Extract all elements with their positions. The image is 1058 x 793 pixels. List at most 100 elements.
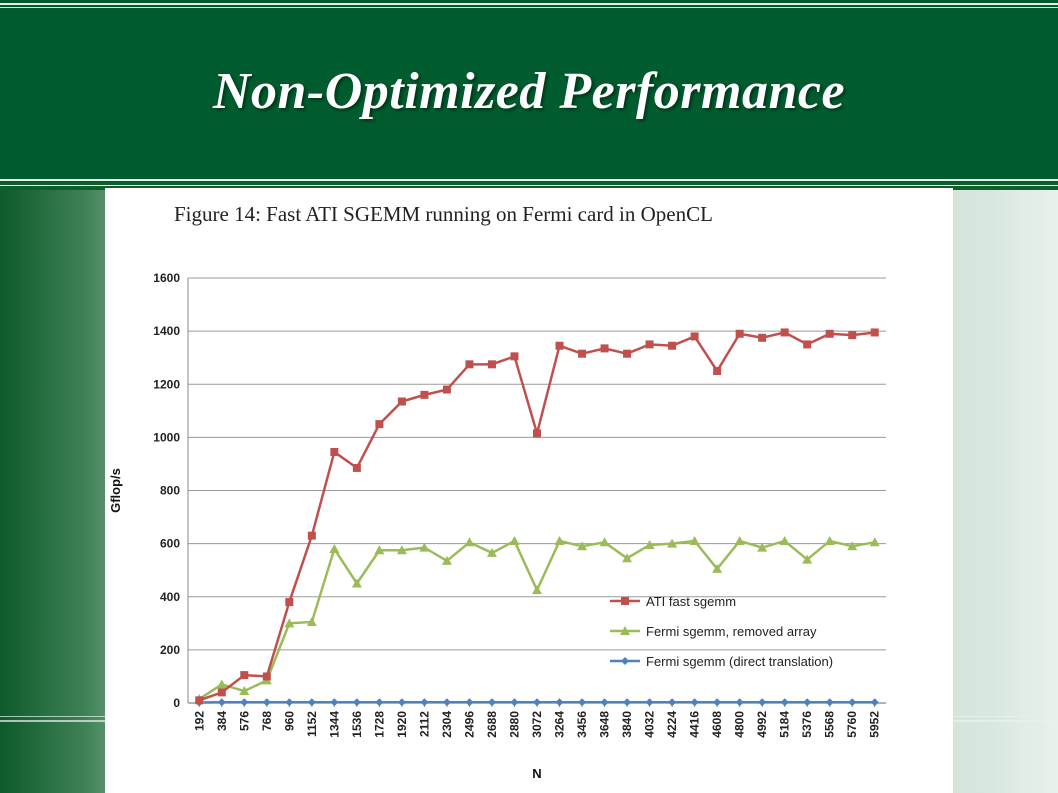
x-tick-label: 2880 — [507, 711, 521, 738]
x-tick-label: 960 — [282, 711, 296, 731]
data-point — [509, 535, 520, 545]
legend-entry: Fermi sgemm, removed array — [646, 624, 817, 639]
data-point — [847, 541, 858, 551]
data-point — [396, 545, 407, 555]
figure-card: Figure 14: Fast ATI SGEMM running on Fer… — [105, 188, 953, 793]
data-point — [510, 352, 519, 361]
y-tick-label: 0 — [173, 696, 180, 710]
data-point — [217, 698, 226, 707]
data-point — [465, 360, 474, 369]
y-tick-label: 1200 — [153, 377, 180, 391]
data-point — [533, 429, 541, 438]
y-tick-label: 600 — [160, 537, 180, 551]
data-point — [330, 447, 339, 456]
data-point — [644, 539, 655, 549]
x-tick-label: 2688 — [485, 711, 499, 738]
data-point — [284, 618, 295, 628]
data-point — [780, 698, 789, 707]
data-point — [848, 331, 857, 340]
x-axis-label: N — [532, 766, 541, 781]
data-point — [757, 542, 768, 552]
figure-caption: Figure 14: Fast ATI SGEMM running on Fer… — [174, 202, 713, 226]
y-tick-label: 200 — [160, 643, 180, 657]
data-point — [600, 698, 609, 707]
x-tick-label: 5760 — [845, 711, 859, 738]
x-tick-label: 1152 — [305, 711, 319, 737]
data-point — [869, 537, 880, 547]
data-point — [690, 698, 699, 707]
series-line — [198, 539, 875, 701]
x-tick-label: 1728 — [372, 711, 386, 738]
data-point — [735, 698, 744, 707]
data-point — [306, 616, 317, 626]
data-point — [668, 698, 677, 707]
x-tick-label: 4416 — [688, 711, 702, 738]
data-point — [825, 329, 834, 338]
data-point — [735, 329, 744, 338]
data-point — [599, 537, 610, 547]
data-point — [623, 698, 632, 707]
x-tick-label: 4992 — [755, 711, 769, 738]
data-point — [667, 538, 678, 548]
data-point — [307, 698, 316, 707]
series-line — [198, 331, 875, 702]
data-point — [758, 698, 767, 707]
data-point — [803, 340, 812, 349]
data-point — [240, 671, 249, 680]
x-tick-label: 5184 — [778, 711, 792, 738]
data-point — [578, 349, 587, 358]
y-tick-label: 1000 — [153, 430, 180, 444]
x-tick-label: 3072 — [530, 711, 544, 738]
x-tick-label: 192 — [192, 711, 206, 731]
data-point — [802, 554, 813, 564]
y-tick-label: 800 — [160, 484, 180, 498]
x-tick-label: 1344 — [327, 711, 341, 738]
data-point — [239, 686, 250, 696]
header-bottom-rule-thin — [0, 185, 1058, 186]
legend-swatch-marker — [621, 597, 629, 605]
data-point — [645, 698, 654, 707]
y-tick-label: 1400 — [153, 324, 180, 338]
data-point — [623, 349, 632, 358]
data-point — [532, 585, 542, 595]
data-point — [600, 344, 609, 353]
data-point — [442, 698, 451, 707]
data-point — [578, 698, 587, 707]
x-tick-label: 4032 — [643, 711, 657, 738]
data-point — [420, 698, 429, 707]
header-top-rule-thin — [0, 7, 1058, 8]
x-tick-label: 2496 — [462, 711, 476, 738]
data-point — [668, 341, 677, 350]
data-point — [375, 420, 384, 429]
data-point — [645, 340, 654, 349]
data-point — [487, 698, 496, 707]
data-point — [397, 698, 406, 707]
data-point — [713, 366, 722, 375]
data-point — [758, 333, 767, 342]
data-point — [352, 463, 361, 472]
x-tick-label: 5376 — [800, 711, 814, 738]
data-point — [329, 543, 340, 553]
x-tick-label: 2112 — [417, 711, 431, 737]
legend-entry: Fermi sgemm (direct translation) — [646, 654, 833, 669]
data-point — [577, 541, 588, 551]
slide-title: Non-Optimized Performance — [212, 63, 846, 120]
data-point — [779, 535, 790, 545]
slide-header: Non-Optimized Performance — [0, 0, 1058, 182]
x-tick-label: 576 — [237, 711, 251, 731]
data-point — [848, 698, 857, 707]
header-top-rule — [0, 3, 1058, 5]
y-tick-label: 400 — [160, 590, 180, 604]
data-point — [330, 698, 339, 707]
line-chart: 0 200 400 600 800 1000 1200 1400 1600 192 384 576 76… — [108, 271, 886, 781]
data-point — [555, 698, 564, 707]
x-tick-label: 3264 — [553, 711, 567, 738]
header-bottom-rule — [0, 179, 1058, 181]
x-tick-label: 3840 — [620, 711, 634, 738]
x-tick-label: 1920 — [395, 711, 409, 738]
data-point — [803, 698, 812, 707]
data-point — [374, 545, 385, 555]
x-tick-label: 4224 — [665, 711, 679, 738]
x-tick-label: 1536 — [350, 711, 364, 738]
data-point — [397, 397, 406, 406]
